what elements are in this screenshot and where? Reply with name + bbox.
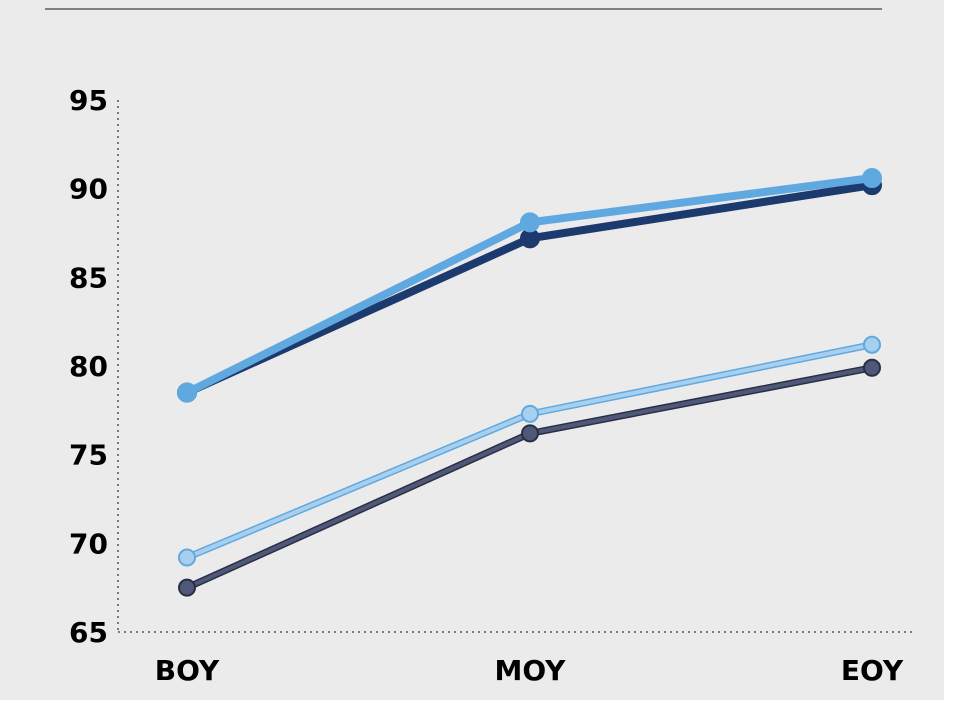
series-4 <box>178 358 881 597</box>
data-point <box>862 168 882 189</box>
y-axis-ticks: 95 90 85 80 75 70 65 <box>69 84 108 649</box>
x-tick-label: BOY <box>155 654 220 687</box>
data-point <box>178 548 196 567</box>
series-line <box>185 342 874 560</box>
series-line-outline <box>183 364 876 592</box>
y-tick-label: 75 <box>69 439 108 472</box>
data-point <box>521 424 539 443</box>
series-line-outline <box>183 341 876 562</box>
y-tick-label: 70 <box>69 527 108 560</box>
data-point <box>863 335 881 354</box>
x-tick-label: EOY <box>841 654 904 687</box>
chart-panel: 95 90 85 80 75 70 65 BOY MOY EOY <box>0 0 944 700</box>
data-point <box>178 578 196 597</box>
y-tick-label: 95 <box>69 84 108 117</box>
data-point <box>177 382 197 403</box>
y-tick-label: 80 <box>69 350 108 383</box>
top-divider <box>45 8 882 10</box>
series-line <box>183 174 876 397</box>
data-point <box>520 212 540 233</box>
series-line <box>185 365 874 590</box>
series-3 <box>178 335 881 567</box>
series-2 <box>177 168 882 403</box>
x-axis-labels: BOY MOY EOY <box>155 654 904 687</box>
y-tick-label: 65 <box>69 616 108 649</box>
y-tick-label: 90 <box>69 173 108 206</box>
x-tick-label: MOY <box>495 654 567 687</box>
y-tick-label: 85 <box>69 261 108 294</box>
line-chart: 95 90 85 80 75 70 65 BOY MOY EOY <box>69 84 912 687</box>
series-group <box>177 168 882 597</box>
axes <box>117 100 912 633</box>
data-point <box>863 358 881 377</box>
data-point <box>521 404 539 423</box>
